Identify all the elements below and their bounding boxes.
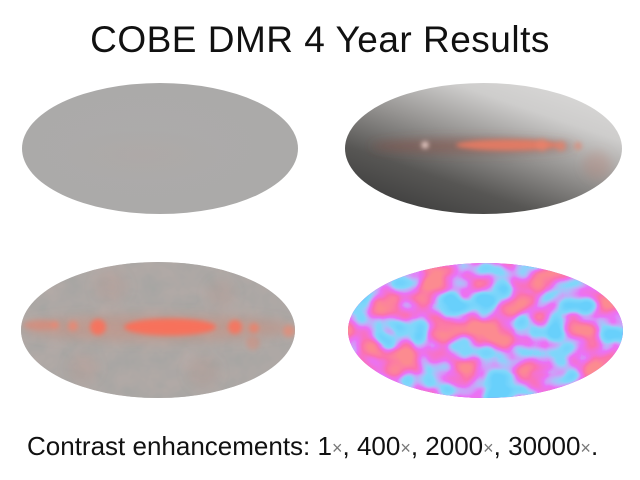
caption-separator-3: , — [493, 431, 509, 461]
caption-prefix: Contrast enhancements: — [27, 431, 318, 461]
sky-map-400x-image — [345, 83, 622, 214]
caption-separator-2: , — [410, 431, 426, 461]
caption-terminator: . — [590, 431, 599, 461]
times-symbol-2000x: × — [483, 438, 494, 458]
caption: Contrast enhancements: 1×, 400×, 2000×, … — [27, 431, 598, 462]
caption-value-2000x: 2000 — [425, 431, 484, 461]
caption-separator-1: , — [342, 431, 357, 461]
times-symbol-400x: × — [400, 438, 411, 458]
caption-value-1x: 1 — [317, 431, 332, 461]
sky-map-400x — [345, 83, 622, 214]
sky-map-1x-image — [22, 83, 298, 214]
caption-value-400x: 400 — [356, 431, 401, 461]
times-symbol-30000x: × — [580, 438, 591, 458]
page-title: COBE DMR 4 Year Results — [90, 19, 550, 60]
sky-map-2000x — [21, 262, 295, 398]
sky-map-30000x-image — [348, 263, 623, 398]
caption-value-30000x: 30000 — [508, 431, 581, 461]
sky-map-1x — [22, 83, 298, 214]
times-symbol-1x: × — [331, 438, 343, 458]
sky-map-2000x-image — [21, 262, 295, 398]
sky-map-30000x — [348, 263, 623, 398]
